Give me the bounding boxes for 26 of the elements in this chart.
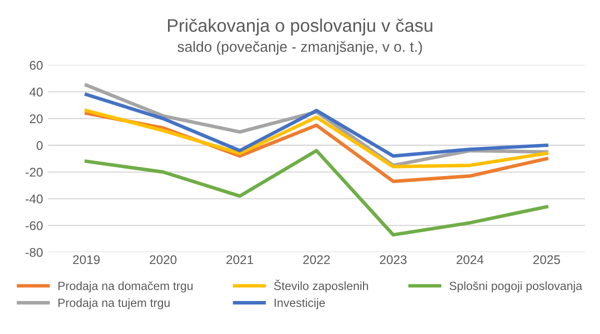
y-tick-label: 40 (30, 88, 43, 96)
line-series (84, 83, 548, 168)
legend-label: Investicije (274, 298, 325, 310)
legend-label: Splošni pogoji poslovanja (450, 281, 582, 292)
y-tick-label: 20 (30, 114, 43, 124)
legend-label: Prodaja na tujem trgu (58, 298, 170, 310)
x-tick-label: 2021 (226, 255, 254, 264)
x-tick-label: 2024 (456, 255, 484, 264)
line-series (84, 108, 548, 168)
y-tick-label: 60 (30, 60, 43, 70)
x-tick-label: 2023 (380, 255, 407, 264)
legend-label: Prodaja na domačem trgu (58, 281, 193, 292)
chart-subtitle: saldo (povečanje - zmanjšanje, v o. t.) (178, 41, 422, 55)
x-tick-label: 2020 (150, 255, 176, 264)
y-tick-label: 0 (36, 141, 43, 150)
y-tick-label: -40 (26, 194, 43, 204)
y-tick-label: -60 (26, 221, 43, 230)
line-series (84, 148, 548, 237)
chart-title: Pričakovanja o poslovanju v času (168, 18, 432, 36)
y-tick-label: -20 (26, 168, 43, 177)
x-tick-label: 2025 (533, 255, 560, 264)
x-tick-label: 2019 (73, 255, 100, 264)
y-tick-label: -80 (26, 248, 43, 257)
line-series (84, 92, 548, 158)
x-tick-label: 2022 (303, 255, 330, 264)
legend-label: Število zaposlenih (274, 280, 368, 292)
